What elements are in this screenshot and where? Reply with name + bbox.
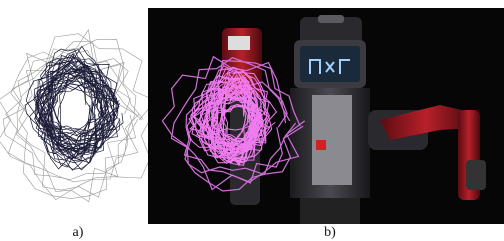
left-arm-label [228,36,250,50]
stroke [0,34,155,200]
robot-light [318,15,344,23]
stroke [57,64,104,170]
panel-label: a) [73,225,84,240]
panel-label: b) [324,225,336,240]
sketch-drawing [0,30,155,202]
right-gripper [466,160,486,190]
figure: a) b) [0,0,504,241]
robot-base [300,198,360,224]
torso-label [316,140,326,150]
page: a) b) (() => { const data = JSON.parse(d… [0,0,504,241]
stroke [11,30,137,202]
robot-photo [148,8,504,224]
